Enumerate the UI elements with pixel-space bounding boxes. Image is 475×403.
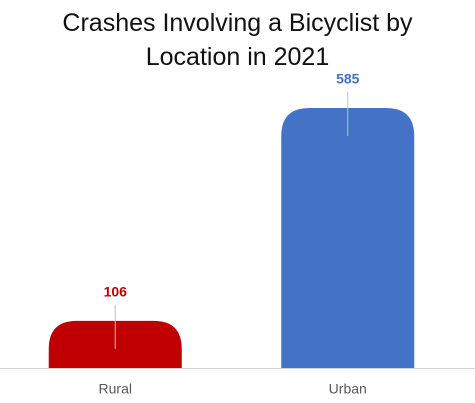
- data-label: 585: [336, 71, 360, 87]
- x-tick-label: Urban: [329, 381, 367, 397]
- data-label: 106: [104, 284, 128, 300]
- bar: [281, 108, 415, 368]
- chart-title: Crashes Involving a Bicyclist by Locatio…: [62, 9, 413, 71]
- x-tick-label: Rural: [99, 381, 132, 397]
